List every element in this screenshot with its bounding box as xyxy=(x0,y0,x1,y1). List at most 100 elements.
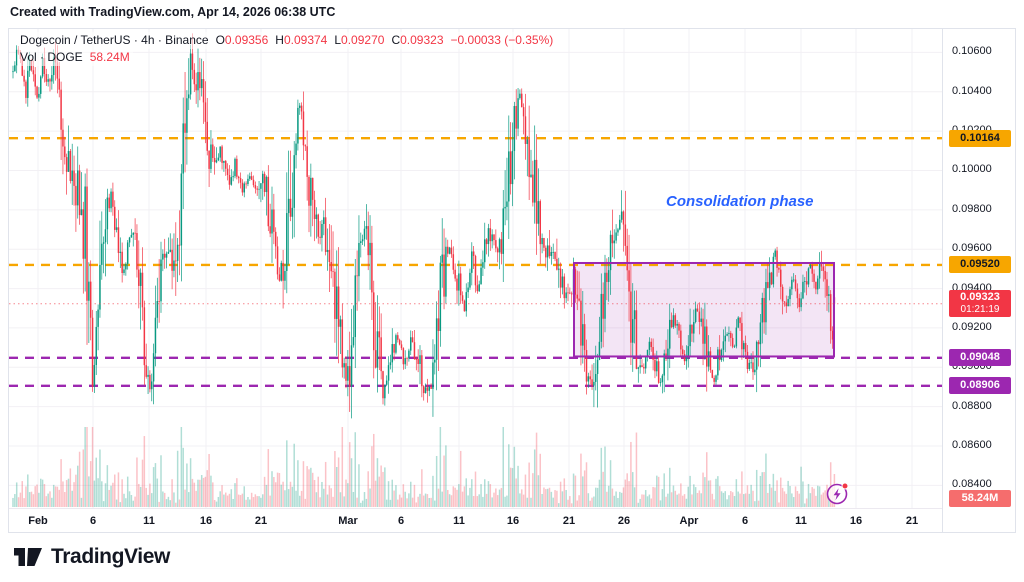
volume-bar xyxy=(545,489,547,507)
volume-bar xyxy=(670,492,673,507)
candle xyxy=(382,371,384,399)
volume-bar xyxy=(411,497,414,507)
candle xyxy=(792,279,795,281)
candle xyxy=(739,317,741,324)
candle xyxy=(818,262,821,279)
time-tick-label: 6 xyxy=(397,515,405,527)
volume-bar xyxy=(75,474,77,507)
candle xyxy=(639,365,641,368)
volume-bar xyxy=(735,479,738,507)
volume-bar xyxy=(202,477,205,507)
candle xyxy=(585,350,588,382)
candle xyxy=(730,332,732,338)
level-price-label: 0.09520 xyxy=(949,256,1011,274)
volume-bar xyxy=(696,492,699,507)
volume-bar xyxy=(237,494,240,507)
candle xyxy=(200,79,203,89)
volume-bar xyxy=(428,498,430,507)
candle xyxy=(546,245,549,258)
volume-bar xyxy=(380,465,382,507)
candle xyxy=(604,272,606,319)
volume-bar xyxy=(611,488,614,507)
volume-bar xyxy=(681,495,684,507)
volume-bar xyxy=(604,446,606,507)
volume-bar xyxy=(504,496,506,507)
volume-bar xyxy=(454,487,456,507)
candle xyxy=(681,349,684,355)
notification-dot xyxy=(841,482,849,490)
candle xyxy=(820,262,823,267)
candle xyxy=(280,262,282,281)
time-tick-label: 11 xyxy=(143,515,155,527)
volume-bar xyxy=(669,467,671,507)
candle xyxy=(552,251,554,253)
candle xyxy=(502,208,504,254)
volume-bar xyxy=(691,494,693,507)
candle xyxy=(680,330,682,350)
candle xyxy=(291,207,294,217)
time-axis[interactable]: Feb 6 11 16 21 Mar 6 11 16 21 26 Apr 6 11 16 21 xyxy=(9,508,942,532)
candle xyxy=(746,351,749,369)
candle xyxy=(56,62,59,79)
price-tick-label: 0.08400 xyxy=(952,478,992,491)
volume-axis-label: 58.24M xyxy=(949,490,1011,507)
consolidation-annotation[interactable]: Consolidation phase xyxy=(666,193,814,210)
volume-bar xyxy=(330,488,332,507)
candle xyxy=(75,185,77,206)
volume-bar xyxy=(506,495,508,507)
candle xyxy=(145,365,147,377)
price-chart-canvas[interactable] xyxy=(9,29,942,508)
candle xyxy=(125,263,127,270)
volume-bar xyxy=(350,458,353,507)
candle xyxy=(136,233,138,270)
boost-button[interactable] xyxy=(825,480,851,506)
candle xyxy=(108,197,110,209)
volume-bar xyxy=(43,484,46,507)
candle xyxy=(607,270,610,282)
candle xyxy=(467,287,469,293)
volume-bar xyxy=(258,496,260,507)
time-tick-label: 11 xyxy=(453,515,465,527)
volume-bar xyxy=(193,482,196,507)
candle xyxy=(184,123,186,133)
candle xyxy=(82,209,85,259)
volume-bar xyxy=(32,494,35,507)
candle xyxy=(702,318,704,344)
candle xyxy=(667,348,669,358)
candle xyxy=(609,234,612,271)
volume-bar xyxy=(426,494,429,507)
volume-bar xyxy=(761,472,763,507)
volume-bar xyxy=(387,481,390,507)
tradingview-logo[interactable]: TradingView xyxy=(13,543,170,571)
volume-bar xyxy=(517,465,519,507)
volume-bar xyxy=(598,479,601,507)
candle xyxy=(785,302,788,307)
volume-bar xyxy=(273,476,275,507)
volume-bar xyxy=(491,497,493,507)
candle xyxy=(537,201,540,224)
price-axis[interactable]: 0.106000.104000.102000.100000.098000.096… xyxy=(942,29,1015,532)
volume-bar xyxy=(672,485,675,507)
candle xyxy=(724,335,726,342)
candle xyxy=(204,102,207,122)
candle xyxy=(173,260,175,271)
volume-bar xyxy=(580,453,582,507)
symbol-title[interactable]: Dogecoin / TetherUS · 4h · Binance xyxy=(20,33,209,47)
candle xyxy=(360,241,362,243)
candle xyxy=(648,341,651,350)
candle xyxy=(208,150,210,169)
candle xyxy=(404,358,406,365)
candle xyxy=(373,292,375,351)
candle xyxy=(807,268,810,285)
candle xyxy=(236,158,238,177)
consolidation-box[interactable] xyxy=(573,261,835,358)
chart-plot-area[interactable]: Dogecoin / TetherUS · 4h · Binance O0.09… xyxy=(9,29,942,508)
open-label: O xyxy=(215,33,225,47)
volume-bar xyxy=(822,492,825,507)
candle xyxy=(493,234,495,241)
volume-bar xyxy=(733,496,736,507)
candle xyxy=(509,151,512,185)
candle xyxy=(402,348,405,365)
volume-bar xyxy=(665,496,667,507)
volume-bar xyxy=(134,496,136,507)
